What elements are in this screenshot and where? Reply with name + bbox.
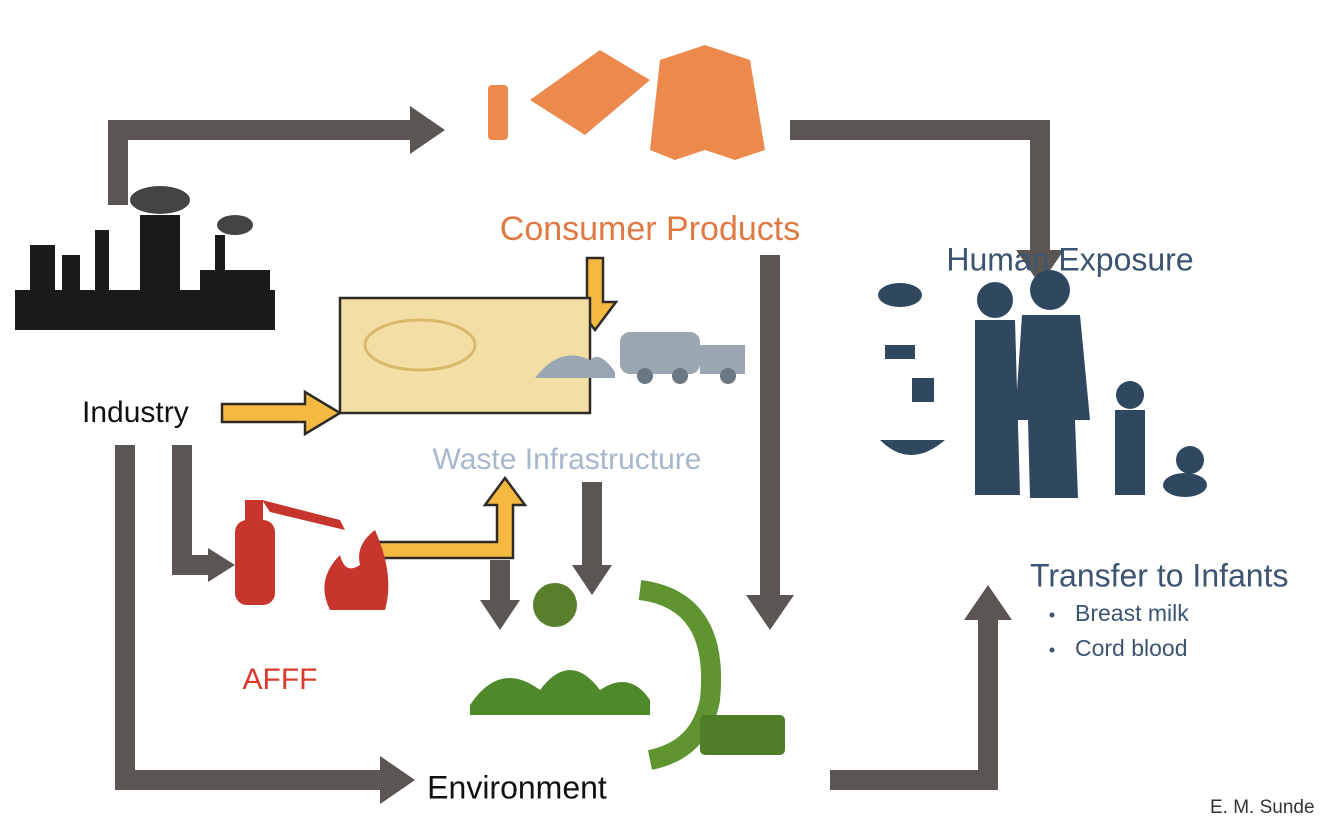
node-label: Human Exposure bbox=[946, 241, 1193, 277]
bullet bbox=[1050, 648, 1055, 653]
node-label: Waste Infrastructure bbox=[433, 443, 702, 476]
environment-icon bbox=[470, 583, 785, 760]
consumer-icons bbox=[488, 45, 765, 160]
industry-icon bbox=[15, 186, 275, 330]
node-label: Consumer Products bbox=[500, 210, 800, 248]
diagram: Consumer Products Human Exposure Industr… bbox=[0, 0, 1342, 817]
transfer-item: Breast milk bbox=[1075, 600, 1189, 626]
credit: E. M. Sunde bbox=[1210, 797, 1315, 817]
afff-icons bbox=[235, 500, 388, 610]
bullet bbox=[1050, 613, 1055, 618]
node-label: AFFF bbox=[243, 663, 318, 696]
human-icons bbox=[878, 270, 1207, 498]
node-label: Environment bbox=[427, 769, 607, 805]
transfer-item: Cord blood bbox=[1075, 635, 1188, 661]
node-label: Industry bbox=[82, 396, 189, 429]
waste-icons bbox=[340, 298, 745, 413]
transfer-title: Transfer to Infants bbox=[1030, 557, 1288, 593]
